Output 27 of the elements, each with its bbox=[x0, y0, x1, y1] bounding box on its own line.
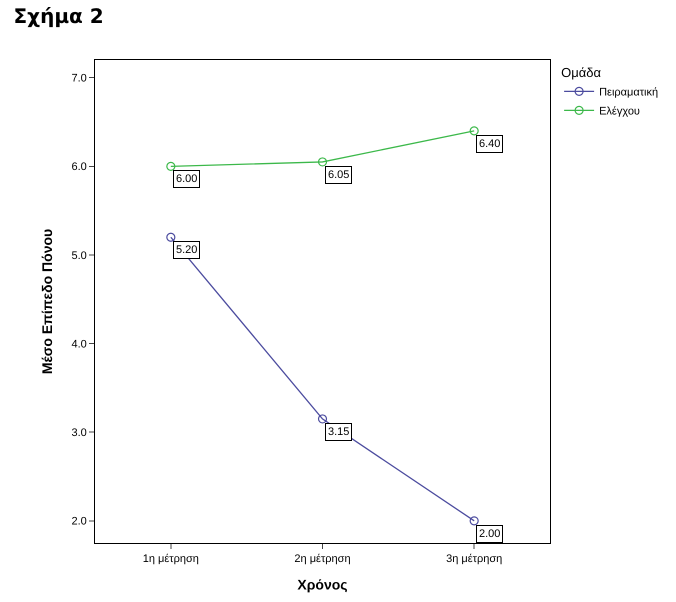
legend-title: Ομάδα bbox=[561, 64, 602, 80]
legend-label: Πειραματική bbox=[599, 86, 658, 99]
point bbox=[166, 232, 176, 242]
y-tick-label: 6.0 bbox=[72, 161, 87, 174]
point bbox=[318, 414, 328, 424]
y-tick-label: 7.0 bbox=[72, 72, 87, 85]
point bbox=[318, 157, 328, 167]
x-axis-title: Χρόνος bbox=[297, 576, 348, 592]
point bbox=[470, 516, 479, 526]
y-tick-label: 3.0 bbox=[72, 427, 87, 440]
y-tick-label: 5.0 bbox=[72, 250, 87, 262]
data-label: 3.15 bbox=[328, 426, 350, 438]
x-tick-label: 2η μέτρηση bbox=[294, 553, 351, 566]
point bbox=[166, 162, 176, 171]
legend-label: Ελέγχου bbox=[599, 106, 640, 118]
data-label: 2.00 bbox=[479, 528, 500, 540]
y-axis-title: Μέσο Επίπεδο Πόνου bbox=[39, 228, 56, 374]
x-tick-label: 1η μέτρηση bbox=[142, 553, 199, 566]
y-tick-label: 4.0 bbox=[72, 338, 87, 350]
x-tick-label: 3η μέτρηση bbox=[446, 553, 502, 566]
chart-title: Σχήμα 2 bbox=[14, 4, 104, 28]
point bbox=[470, 126, 479, 136]
data-label: 5.20 bbox=[176, 244, 198, 256]
y-tick-label: 2.0 bbox=[72, 516, 87, 528]
data-label: 6.00 bbox=[176, 173, 198, 185]
data-label: 6.05 bbox=[328, 169, 350, 181]
data-label: 6.40 bbox=[479, 138, 500, 150]
